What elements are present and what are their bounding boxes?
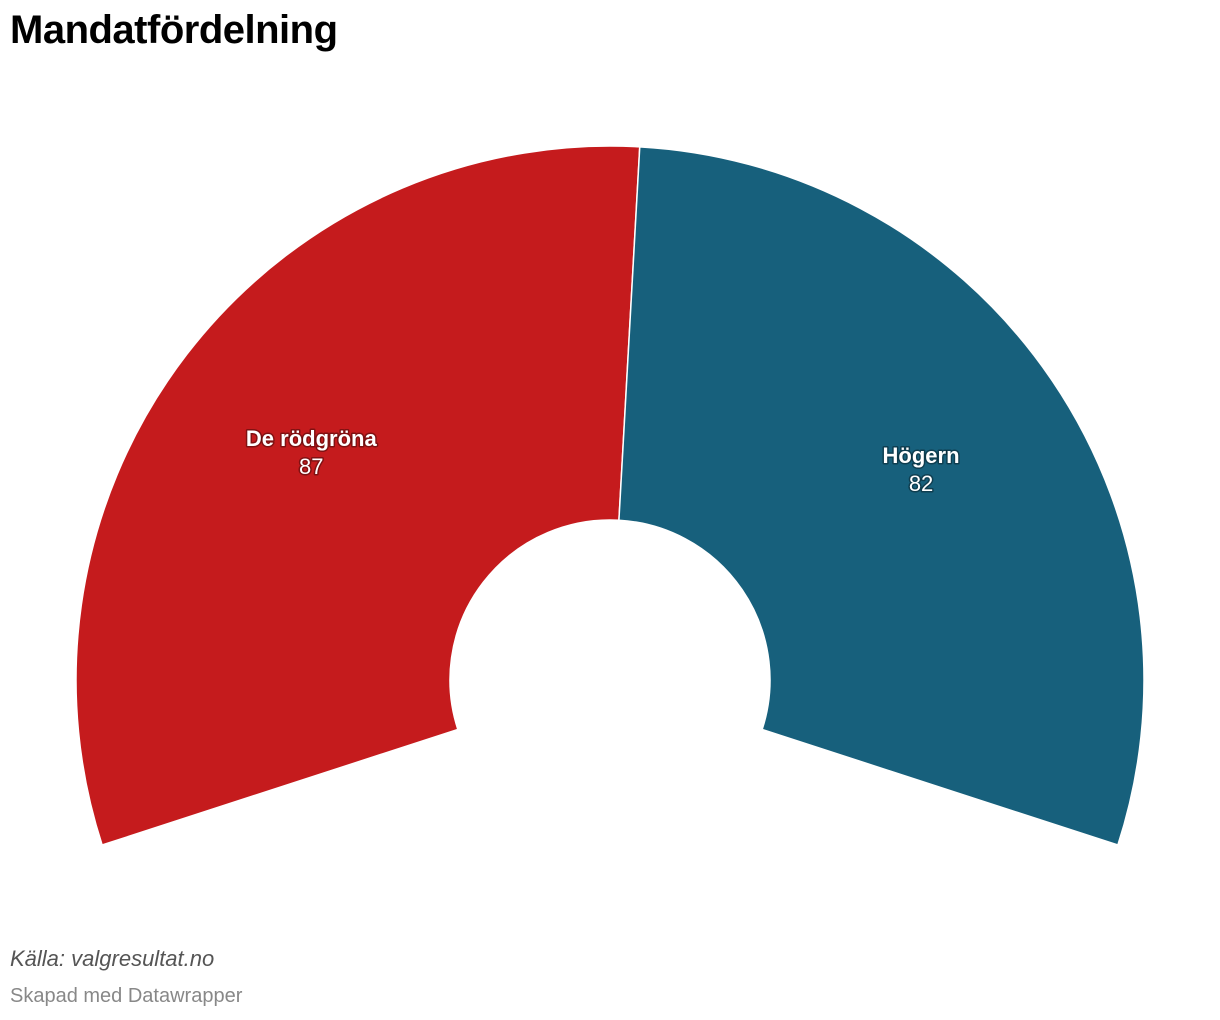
slice-de-rodgrona <box>75 145 641 846</box>
chart-slices <box>75 145 1145 846</box>
slice-value-hogern: 82 <box>909 471 933 496</box>
chart-slice-labels: De rödgröna 87 Högern 82 <box>244 424 961 497</box>
slice-hogern <box>618 146 1145 846</box>
source-note: Källa: valgresultat.no <box>10 946 215 971</box>
slice-value-de-rodgrona: 87 <box>299 454 323 479</box>
credit-note: Skapad med Datawrapper <box>10 985 243 1007</box>
slice-label-de-rodgrona: De rödgröna <box>246 426 378 451</box>
chart-title: Mandatfördelning <box>10 8 338 52</box>
slice-label-hogern: Högern <box>883 443 960 468</box>
